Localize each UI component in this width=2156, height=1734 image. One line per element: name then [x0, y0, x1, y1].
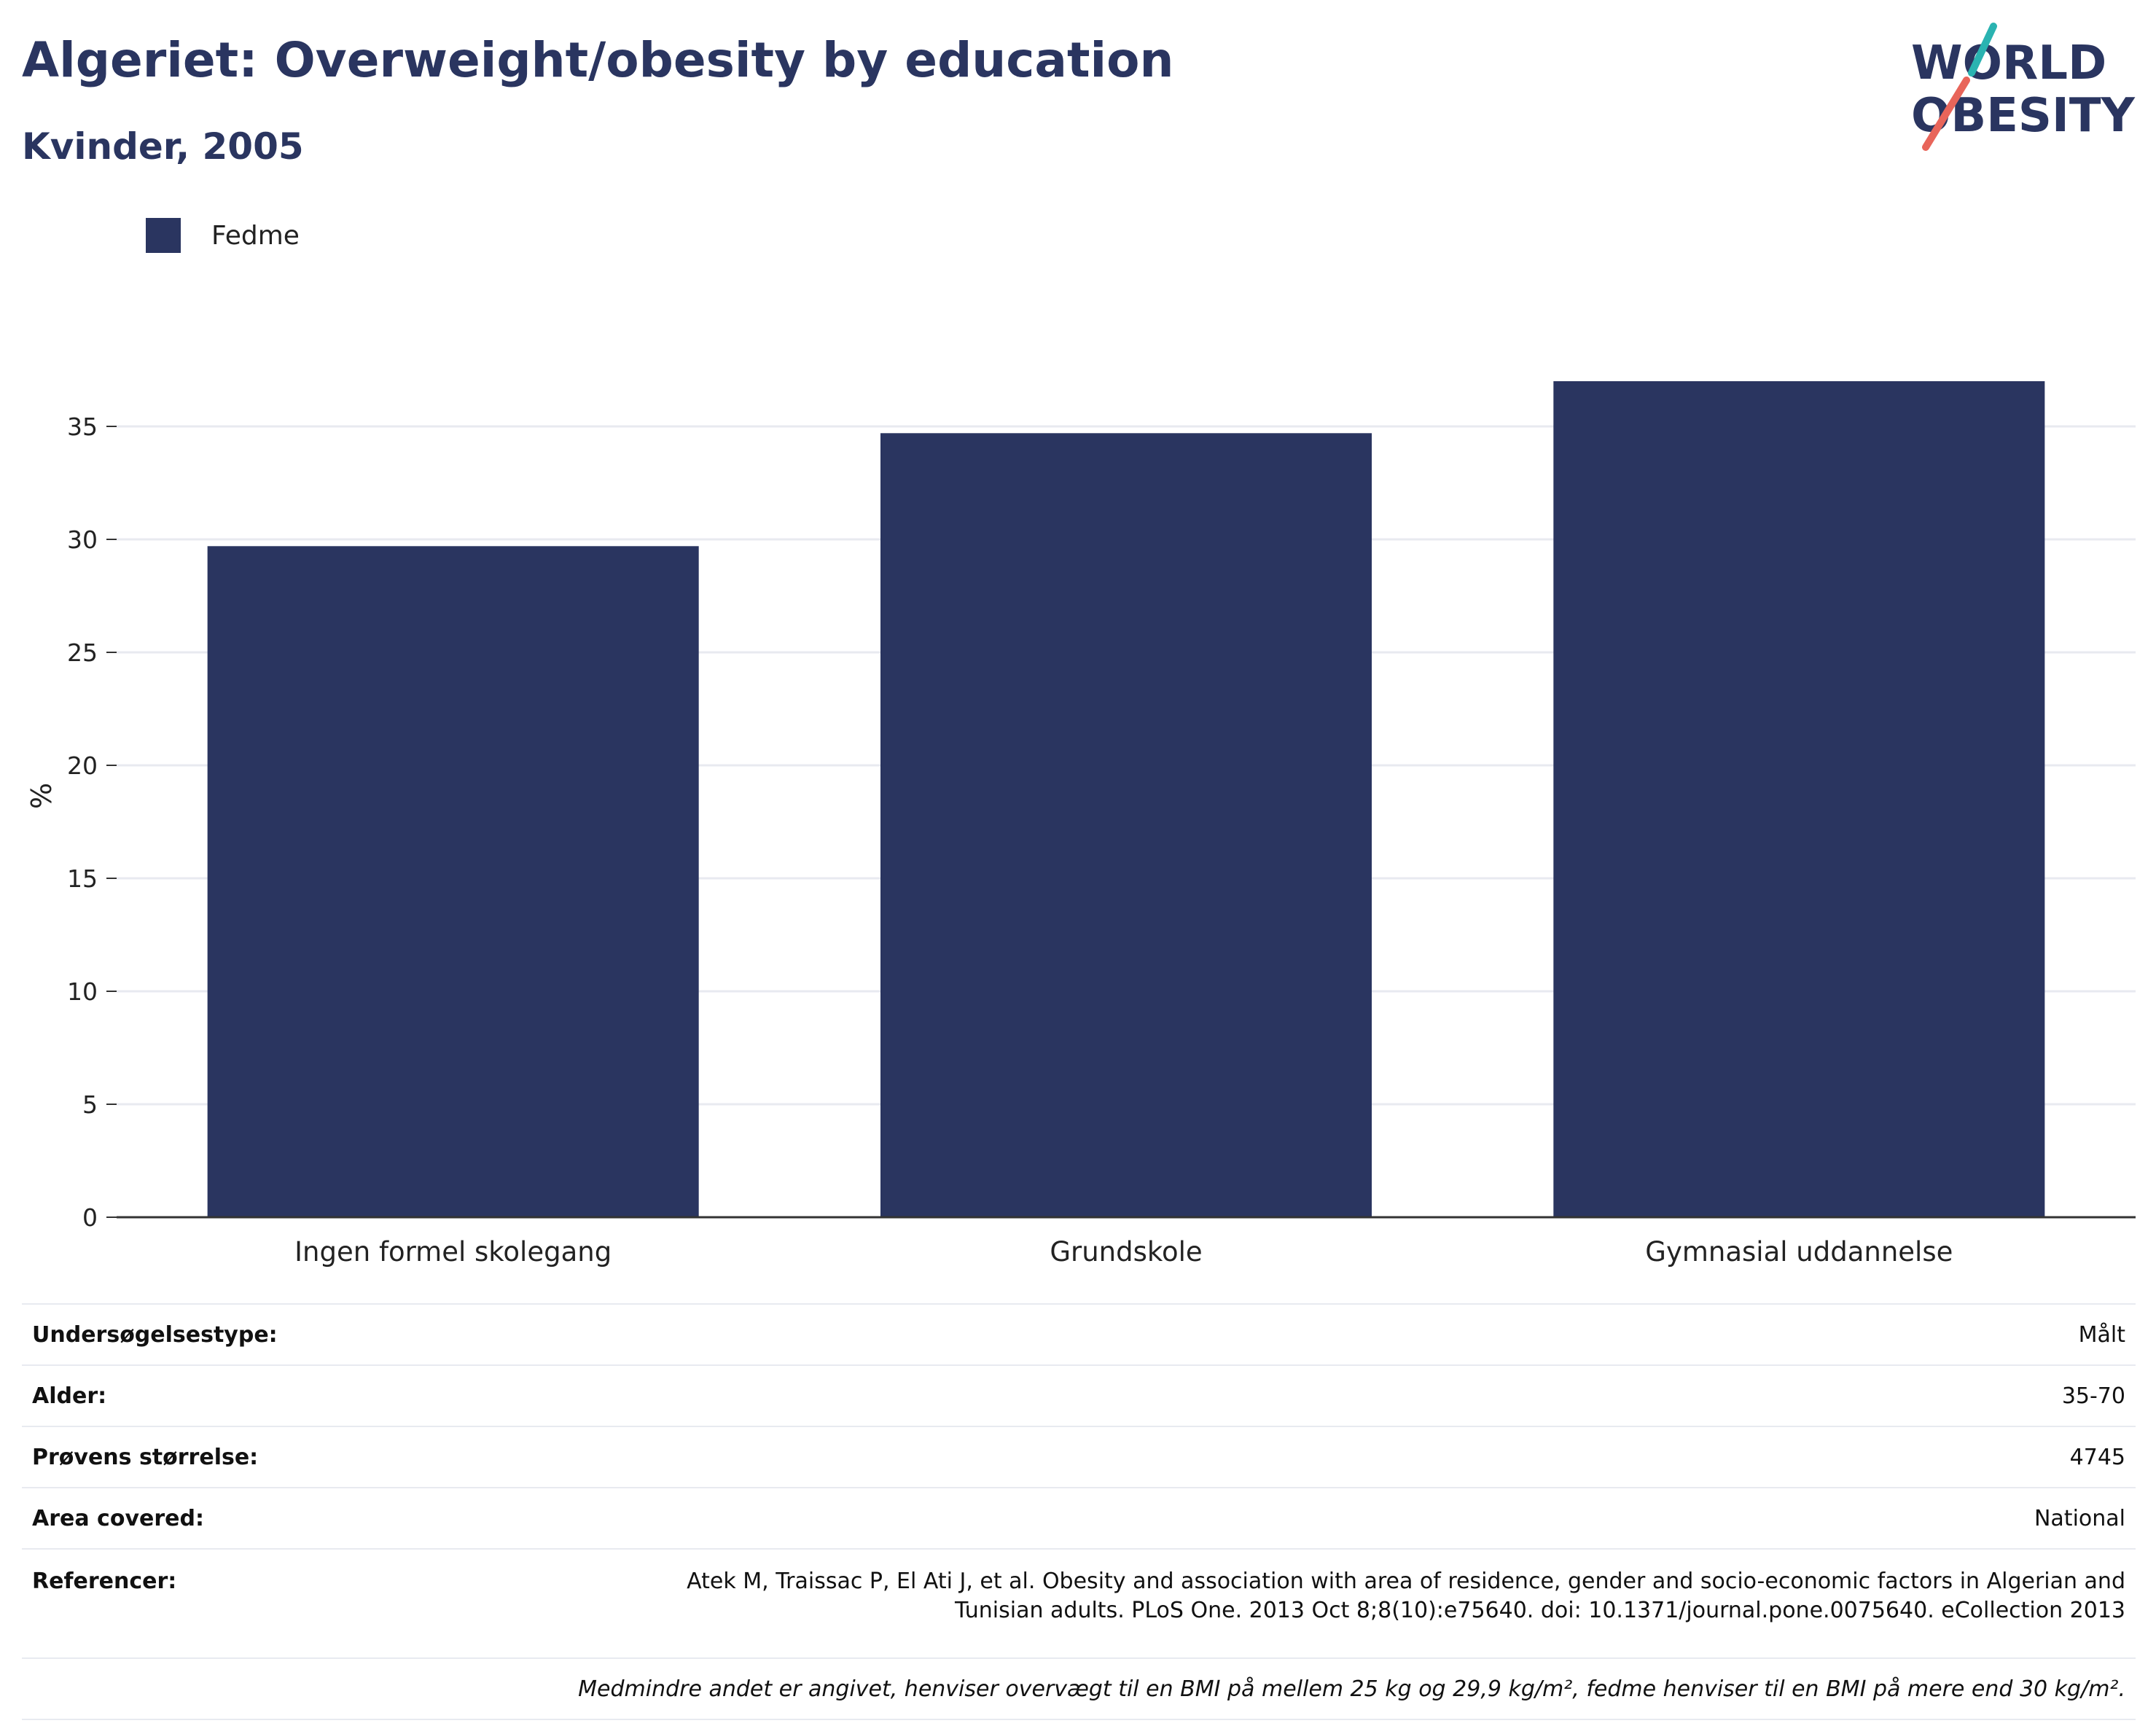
bmi-definition-note: Medmindre andet er angivet, henviser ove… [22, 1657, 2136, 1720]
x-tick-label: Gymnasial uddannelse [1645, 1236, 1953, 1268]
metadata-table: Undersøgelsestype: Målt Alder: 35-70 Prø… [22, 1303, 2136, 1720]
legend-swatch-fedme [146, 218, 181, 253]
logo-line1: WORLD [1911, 36, 2106, 90]
meta-key: Referencer: [22, 1548, 552, 1658]
logo-teal-slash [1968, 23, 1997, 77]
y-tick-label: 0 [82, 1203, 98, 1232]
meta-row-sample-size: Prøvens størrelse: 4745 [22, 1426, 2136, 1488]
y-tick-label: 5 [82, 1090, 98, 1119]
page-title: Algeriet: Overweight/obesity by educatio… [22, 32, 1174, 88]
meta-value: Atek M, Traissac P, El Ati J, et al. Obe… [552, 1548, 2136, 1658]
y-tick-label: 30 [67, 526, 98, 554]
y-tick-label: 20 [67, 751, 98, 780]
reference-line1: Atek M, Traissac P, El Ati J, et al. Obe… [687, 1569, 2125, 1594]
y-axis-title: % [26, 783, 58, 809]
meta-row-area: Area covered: National [22, 1487, 2136, 1549]
meta-row-references: Referencer: Atek M, Traissac P, El Ati J… [22, 1548, 2136, 1658]
world-obesity-logo: WORLD OBESITY [1902, 22, 2143, 153]
chart-legend: Fedme [146, 217, 300, 254]
meta-row-age: Alder: 35-70 [22, 1364, 2136, 1426]
bar-chart: 0 5 10 15 20 25 30 35 Ingen formel skolegang Grun… [26, 381, 2136, 1268]
y-tick-label: 35 [67, 413, 98, 441]
reference-line2: Tunisian adults. PLoS One. 2013 Oct 8;8(… [955, 1598, 2125, 1623]
y-tick-label: 25 [67, 638, 98, 667]
meta-key: Alder: [22, 1364, 552, 1426]
meta-row-note: Medmindre andet er angivet, henviser ove… [22, 1657, 2136, 1720]
meta-value: Målt [552, 1303, 2136, 1365]
y-tick-label: 10 [67, 977, 98, 1006]
page-subtitle: Kvinder, 2005 [22, 125, 304, 168]
meta-key: Undersøgelsestype: [22, 1303, 552, 1365]
meta-value: National [552, 1487, 2136, 1549]
meta-row-survey-type: Undersøgelsestype: Målt [22, 1303, 2136, 1365]
axes: 0 5 10 15 20 25 30 35 Ingen formel skolegang Grun… [67, 413, 2136, 1268]
bar-2 [880, 433, 1372, 1217]
legend-label-fedme: Fedme [211, 220, 300, 251]
logo-red-slash [1922, 77, 1970, 151]
bars [207, 381, 2045, 1217]
x-tick-label: Grundskole [1050, 1236, 1202, 1268]
meta-value: 4745 [552, 1426, 2136, 1488]
bar-1 [207, 546, 699, 1217]
meta-key: Area covered: [22, 1487, 552, 1549]
y-tick-label: 15 [67, 864, 98, 893]
meta-value: 35-70 [552, 1364, 2136, 1426]
bar-3 [1553, 381, 2045, 1217]
x-tick-label: Ingen formel skolegang [294, 1236, 612, 1268]
meta-key: Prøvens størrelse: [22, 1426, 552, 1488]
